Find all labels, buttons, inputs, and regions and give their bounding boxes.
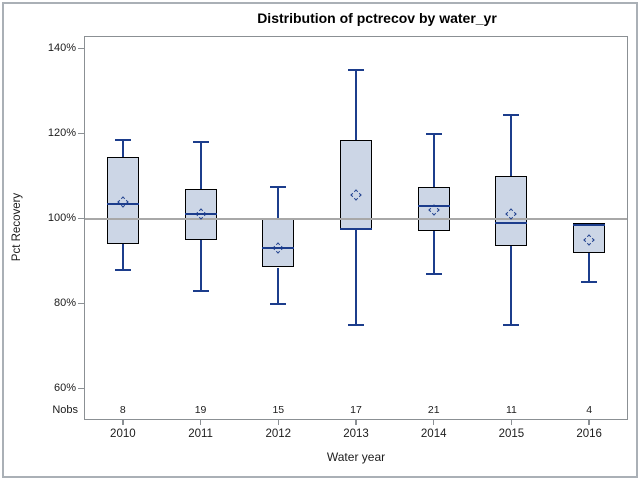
- x-tick-mark: [510, 420, 513, 425]
- nobs-value: 21: [427, 404, 440, 416]
- median-line: [340, 228, 372, 231]
- upper-whisker-cap: [348, 68, 364, 71]
- y-tick-label: 80%: [53, 297, 76, 310]
- lower-whisker-cap: [114, 268, 131, 271]
- nobs-value: 15: [272, 404, 285, 416]
- x-tick-mark: [277, 420, 280, 425]
- nobs-value: 8: [119, 404, 126, 416]
- lower-whisker-cap: [581, 281, 598, 284]
- y-tick-mark: [78, 217, 84, 220]
- x-tick-label: 2011: [188, 428, 213, 440]
- x-tick-mark: [199, 420, 202, 425]
- lower-whisker: [432, 231, 435, 274]
- upper-whisker-cap: [270, 185, 287, 188]
- x-tick-label: 2012: [265, 428, 292, 440]
- lower-whisker: [199, 239, 202, 291]
- upper-whisker-cap: [192, 141, 209, 144]
- lower-whisker-cap: [192, 289, 209, 292]
- nobs-value: 17: [350, 404, 362, 416]
- x-tick-mark: [588, 420, 590, 425]
- y-tick-mark: [78, 132, 84, 135]
- lower-whisker-cap: [425, 272, 442, 275]
- x-tick-mark: [355, 420, 357, 425]
- x-tick-label: 2010: [110, 428, 136, 440]
- nobs-value: 4: [586, 404, 593, 416]
- iqr-box: [573, 222, 606, 253]
- upper-whisker-cap: [503, 113, 520, 116]
- iqr-box: [262, 218, 295, 268]
- y-axis-title: Pct Recovery: [11, 192, 23, 262]
- upper-whisker-cap: [425, 132, 442, 135]
- upper-whisker: [199, 142, 202, 189]
- nobs-row-label: Nobs: [52, 404, 78, 416]
- iqr-box: [495, 176, 528, 247]
- median-line: [573, 224, 606, 227]
- x-tick-label: 2015: [498, 428, 525, 440]
- lower-whisker: [510, 246, 513, 325]
- y-tick-label: 100%: [47, 212, 76, 225]
- x-tick-label: 2013: [343, 428, 369, 440]
- y-tick-mark: [78, 387, 84, 390]
- median-line: [417, 204, 450, 207]
- median-line: [495, 221, 528, 224]
- nobs-value: 19: [194, 404, 207, 416]
- x-tick-label: 2016: [576, 428, 602, 440]
- upper-whisker: [432, 133, 435, 187]
- lower-whisker: [121, 244, 124, 270]
- x-tick-mark: [122, 420, 124, 425]
- x-tick-mark: [432, 420, 435, 425]
- median-line: [184, 213, 217, 216]
- x-tick-label: 2014: [420, 428, 447, 440]
- upper-whisker: [355, 69, 357, 141]
- y-tick-label: 120%: [47, 127, 76, 140]
- y-tick-mark: [78, 47, 84, 50]
- upper-whisker: [277, 186, 280, 219]
- reference-line-100pct: [85, 217, 627, 220]
- nobs-value: 11: [505, 404, 517, 416]
- lower-whisker: [588, 252, 591, 283]
- iqr-box: [340, 140, 372, 230]
- y-tick-label: 140%: [47, 42, 76, 55]
- iqr-box: [417, 186, 450, 232]
- lower-whisker-cap: [348, 323, 364, 326]
- lower-whisker: [277, 267, 280, 304]
- lower-whisker: [355, 229, 357, 325]
- upper-whisker-cap: [114, 139, 131, 142]
- y-tick-label: 60%: [53, 382, 76, 395]
- chart-title: Distribution of pctrecov by water_yr: [257, 10, 497, 26]
- median-line: [262, 247, 295, 250]
- median-line: [106, 202, 139, 205]
- iqr-box: [106, 157, 139, 245]
- lower-whisker-cap: [270, 302, 287, 305]
- upper-whisker: [510, 114, 513, 177]
- upper-whisker: [121, 140, 124, 158]
- x-axis-title: Water year: [326, 450, 386, 464]
- y-tick-mark: [78, 302, 84, 305]
- lower-whisker-cap: [503, 323, 520, 326]
